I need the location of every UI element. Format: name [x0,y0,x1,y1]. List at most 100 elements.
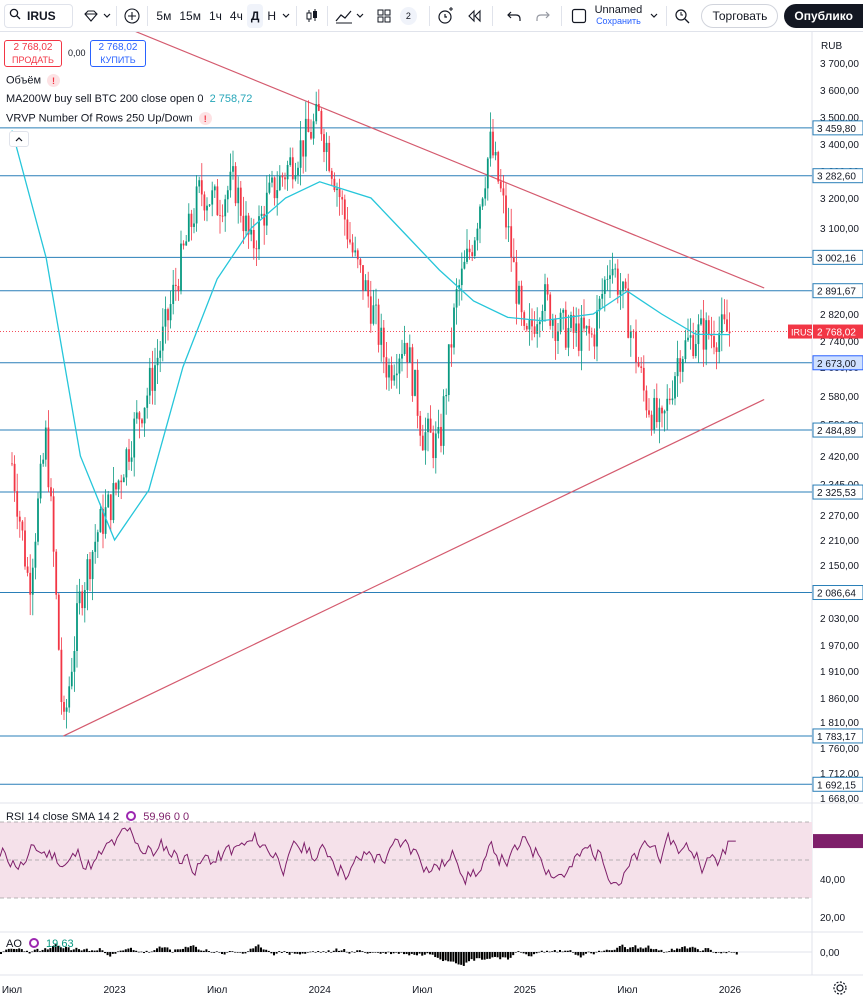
ao-bar [361,951,364,952]
candle-body [580,317,583,351]
ao-tick-label: 0,00 [820,948,840,959]
vrvp-legend[interactable]: VRVP Number Of Rows 250 Up/Down! [6,112,212,125]
ao-bar [673,950,676,952]
ao-bar [234,951,236,953]
ao-bar [694,947,697,952]
ao-bar [707,948,710,952]
undo-icon[interactable] [503,4,526,28]
interval-4h[interactable]: 4ч [229,8,243,23]
candle-body [694,344,697,357]
ma-legend[interactable]: MA200W buy sell BTC 200 close open 0 2 7… [6,93,252,105]
candle-body [255,248,258,250]
candle-body [713,336,715,348]
quick-search-icon[interactable] [671,4,694,28]
chevron-down-icon[interactable] [355,4,365,28]
rsi-tick-label: 40,00 [820,875,845,886]
candles-type-icon[interactable] [301,4,324,28]
ao-bar [637,948,639,952]
save-link[interactable]: Сохранить [596,15,641,26]
settings-spinner-icon[interactable] [28,938,39,948]
level-label: 2 673,00 [817,359,856,370]
candle-body [219,215,221,217]
candle-body [297,167,299,176]
interval-15m[interactable]: 15м [179,8,201,23]
candle-body [107,494,110,508]
candle-body [273,177,276,199]
alert-clock-icon[interactable] [434,4,457,28]
candle-body [437,426,440,434]
ao-legend[interactable]: AO 19,63 [6,938,74,950]
candle-body [242,215,245,232]
ao-bar [221,952,223,954]
chevron-down-icon[interactable] [646,4,661,28]
currency-label[interactable]: RUB [821,41,843,52]
interval-week[interactable]: Н [267,8,277,23]
templates-grid-icon[interactable] [373,4,396,28]
level-label-box [812,283,863,299]
trade-button[interactable]: Торговать [701,3,779,28]
compare-diamond-icon[interactable] [79,4,102,28]
sell-button[interactable]: 2 768,02 ПРОДАТЬ [4,40,62,67]
candle-body [635,331,637,363]
candle-body [31,567,34,595]
price-tick-label: 2 030,00 [820,614,859,625]
ao-bar [611,950,613,952]
candle-body [130,457,133,462]
ao-bar [5,949,8,952]
ao-bar [252,948,255,952]
ao-bar [449,952,452,962]
candle-body [60,649,63,703]
ao-bar [514,952,517,953]
layout-name[interactable]: Unnamed Сохранить [595,4,643,27]
candle-body [619,291,622,295]
candle-body [52,496,55,552]
chevron-down-icon[interactable] [280,4,291,28]
warning-icon[interactable]: ! [198,112,212,125]
candle-body [208,204,211,206]
divider [295,5,297,26]
candle-body [445,395,448,397]
symbol-search[interactable]: IRUS [4,3,74,28]
candle-body [83,590,86,609]
interval-day[interactable]: Д [246,3,264,28]
ao-bar [504,952,507,958]
volume-legend[interactable]: Объём! [6,74,61,87]
horizontal-levels[interactable] [0,127,812,785]
settings-gear-icon[interactable] [832,980,848,996]
rsi-legend[interactable]: RSI 14 close SMA 14 2 59,96 0 0 [6,811,189,823]
interval-5m[interactable]: 5м [156,8,172,23]
collapse-legend-button[interactable] [9,131,29,147]
candle-body [94,541,97,552]
ao-bar [197,949,200,952]
price-axis[interactable]: 3 700,003 600,003 500,003 400,003 300,00… [820,59,859,959]
trend-lines[interactable] [63,8,765,737]
ao-bar [330,952,333,953]
indicators-icon[interactable] [332,4,355,28]
time-axis[interactable]: Июл 2023 Июл 2024 Июл 2025 Июл 2026 [2,985,742,996]
ao-bar [525,952,528,955]
add-symbol-icon[interactable] [121,4,144,28]
layout-square-icon[interactable] [568,4,591,28]
candle-body [710,334,713,337]
ao-bar [377,952,379,953]
interval-1h[interactable]: 1ч [208,8,222,23]
redo-icon[interactable] [532,4,555,28]
candle-body [575,323,578,333]
ao-bar [208,951,210,952]
publish-button[interactable]: Опублико [784,3,863,28]
candle-body [167,309,169,321]
candle-body [325,142,328,153]
chevron-down-icon[interactable] [102,4,112,28]
candle-body [362,265,364,291]
ao-bar [629,947,632,952]
replay-icon[interactable] [463,4,486,28]
ao-bar [566,950,569,952]
candle-body [637,362,640,367]
warning-icon[interactable]: ! [47,74,61,87]
buy-button[interactable]: 2 768,02 КУПИТЬ [90,40,146,67]
candle-body [200,180,203,195]
ao-bar [28,952,31,954]
settings-spinner-icon[interactable] [126,811,137,821]
price-tick-label: 3 600,00 [820,86,859,97]
